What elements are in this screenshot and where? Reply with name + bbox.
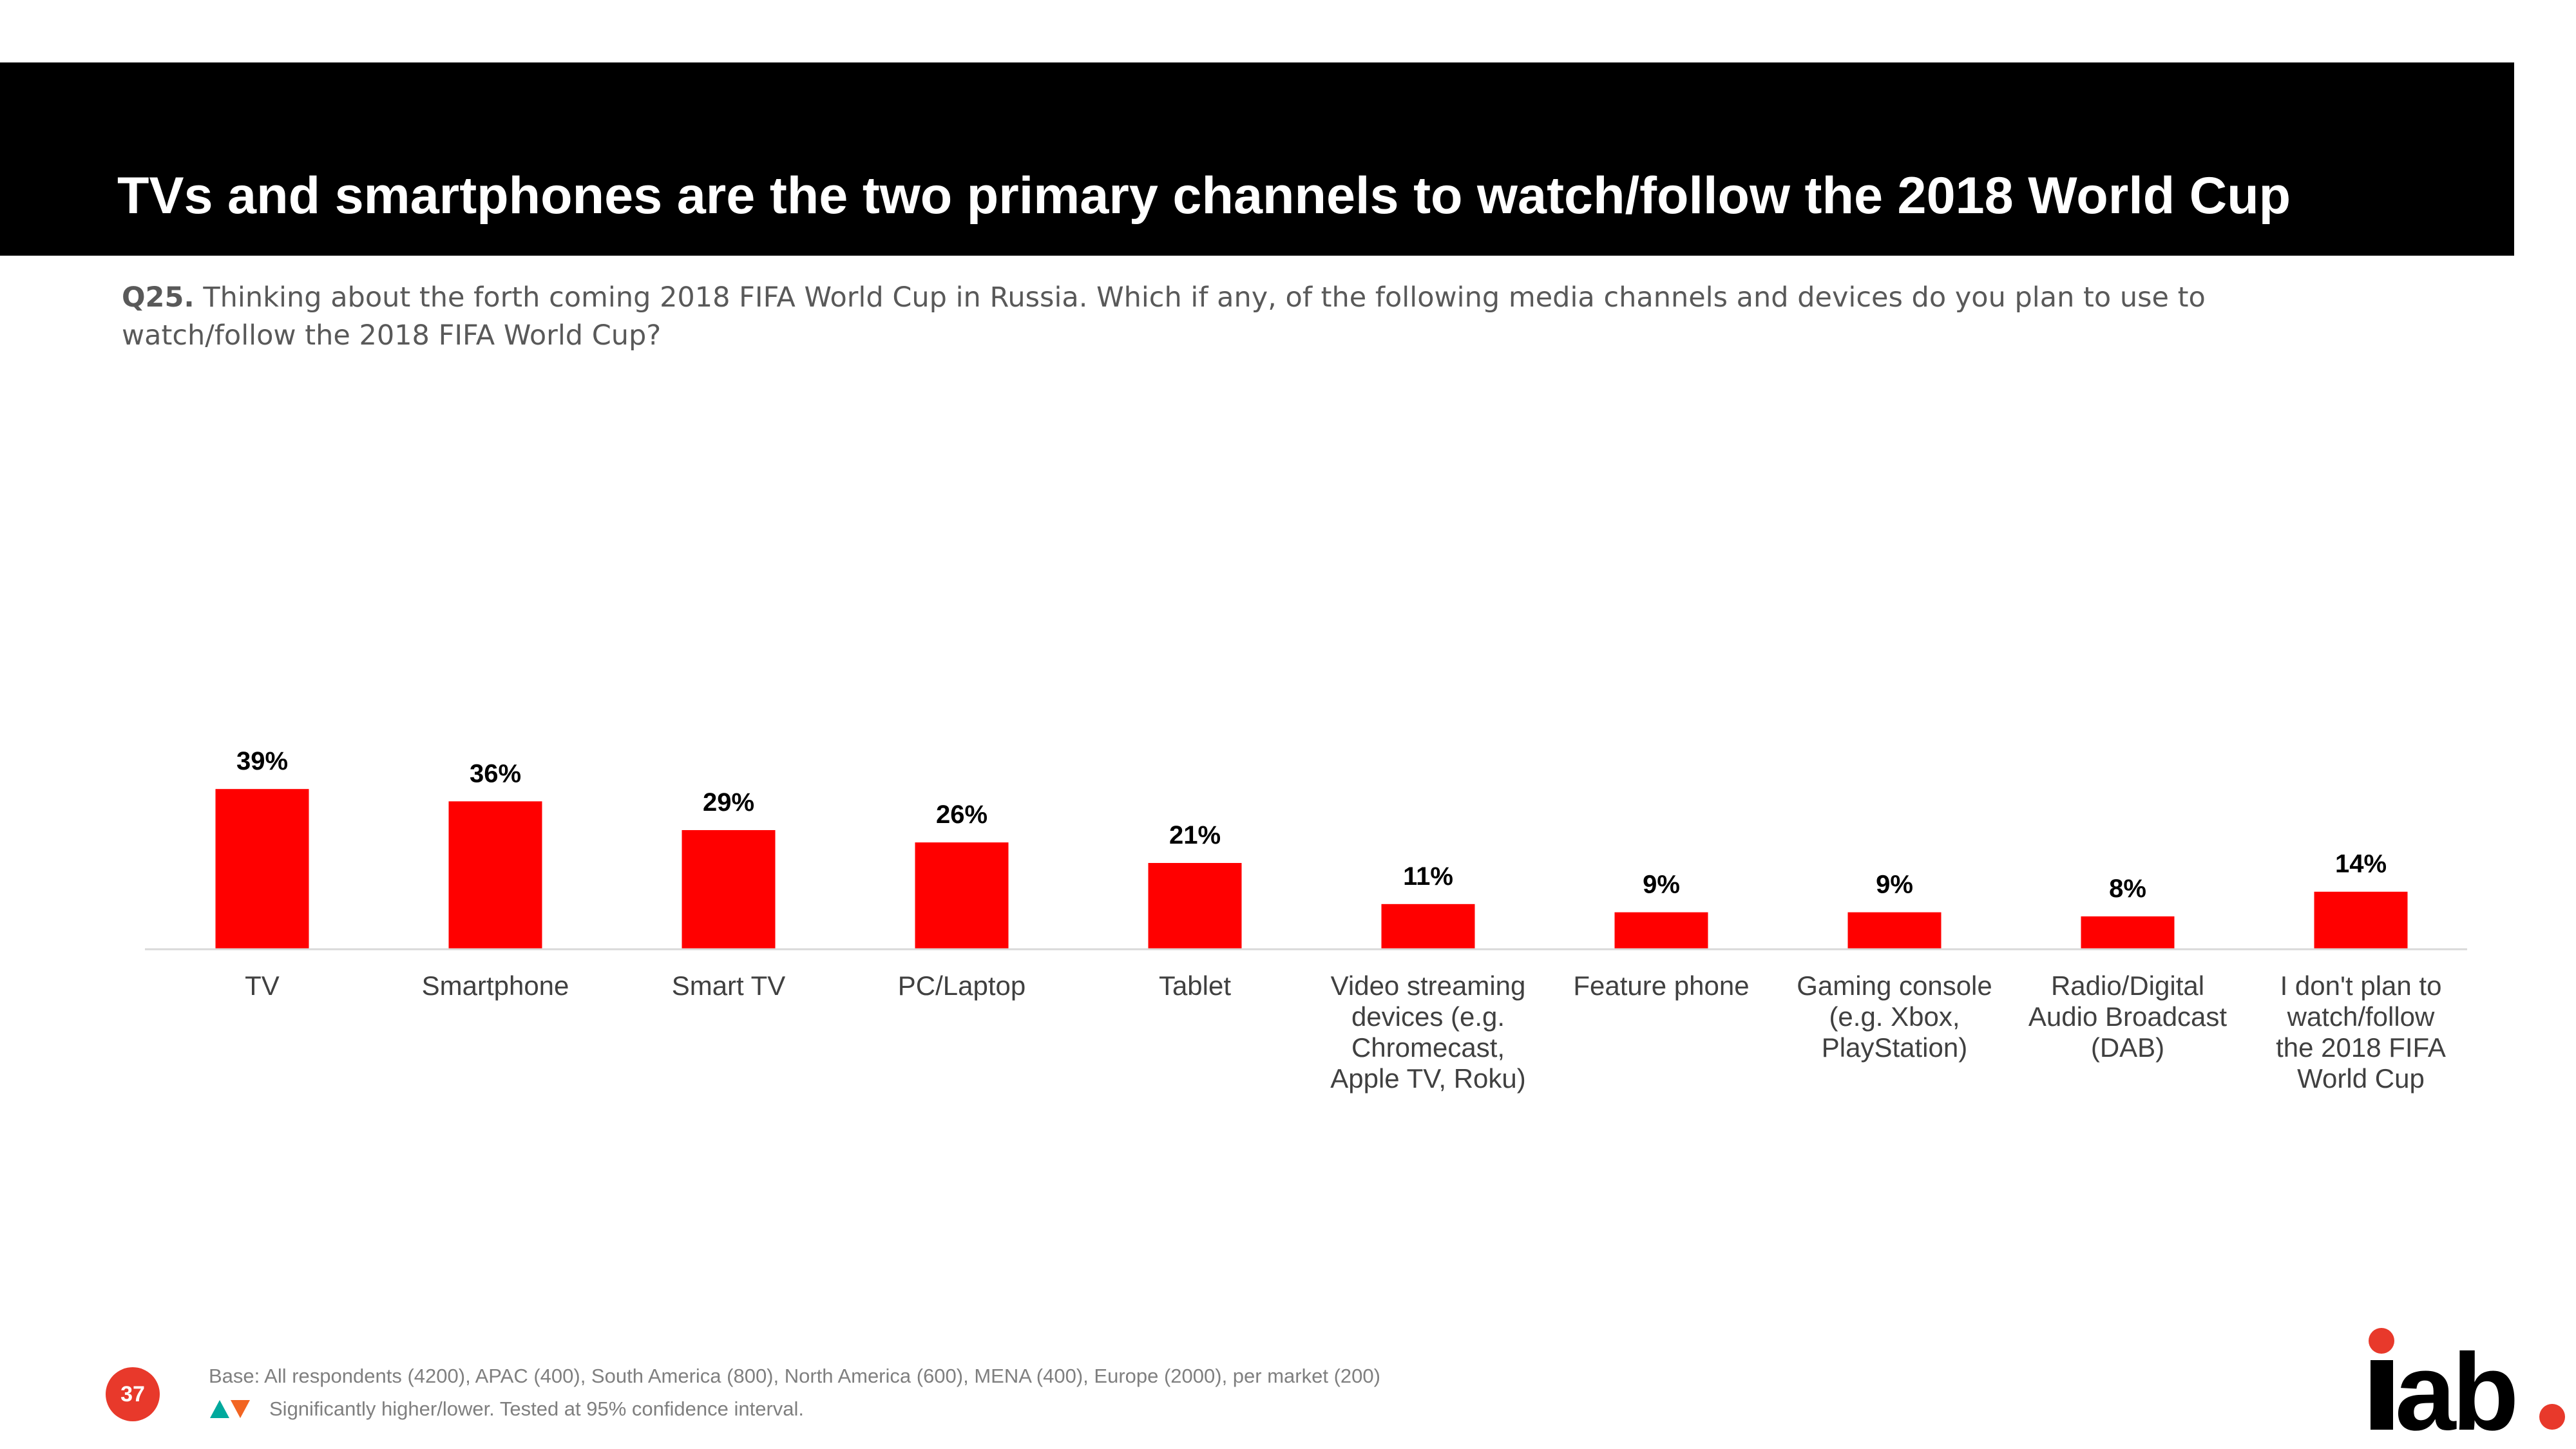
- category-label: Smartphone: [422, 971, 569, 1001]
- iab-logo: ab: [2369, 1328, 2565, 1436]
- category-labels: TV Smartphone Smart TV PC/Laptop Tablet Video…: [245, 971, 2446, 1094]
- value-labels: 39% 36% 29% 26% 21% 11% 9% 9% 8% 14%: [236, 747, 2387, 903]
- value-label: 14%: [2335, 850, 2387, 878]
- survey-question: Q25. Thinking about the forth coming 201…: [122, 279, 2312, 355]
- bar: [1847, 912, 1942, 949]
- category-label: I don't plan to watch/follow the 2018 FIFA…: [2276, 971, 2446, 1094]
- logo-i-stem: [2371, 1360, 2393, 1430]
- bar: [215, 789, 309, 949]
- bar: [915, 842, 1009, 949]
- category-label: Smart TV: [672, 971, 786, 1001]
- category-label: Radio/Digital Audio Broadcast (DAB): [2028, 971, 2228, 1063]
- category-label: Tablet: [1159, 971, 1231, 1001]
- page-number-badge: 37: [106, 1367, 160, 1421]
- value-label: 9%: [1876, 871, 1913, 899]
- category-label: TV: [245, 971, 280, 1001]
- significance-note: Significantly higher/lower. Tested at 95…: [269, 1397, 805, 1420]
- category-label: Gaming console (e.g. Xbox, PlayStation): [1797, 971, 1992, 1063]
- category-label: PC/Laptop: [898, 971, 1026, 1001]
- logo-dot-icon: [2369, 1328, 2394, 1354]
- question-text: Thinking about the forth coming 2018 FIF…: [122, 281, 2206, 352]
- logo-period-icon: [2539, 1404, 2565, 1430]
- base-note: Base: All respondents (4200), APAC (400)…: [209, 1365, 1380, 1387]
- title-bar: [0, 62, 2514, 256]
- bar: [2081, 916, 2175, 949]
- bar: [682, 829, 776, 949]
- bar: [1614, 912, 1708, 949]
- category-label: Feature phone: [1573, 971, 1749, 1001]
- up-arrow-icon: [210, 1399, 229, 1418]
- value-label: 8%: [2109, 875, 2146, 903]
- value-label: 39%: [236, 747, 288, 775]
- footnote: Base: All respondents (4200), APAC (400)…: [209, 1359, 1380, 1425]
- significance-line: Significantly higher/lower. Tested at 95…: [209, 1392, 1380, 1425]
- value-label: 9%: [1643, 871, 1680, 899]
- value-label: 29%: [703, 788, 754, 817]
- significance-arrows: [210, 1399, 250, 1418]
- bar-chart: 39% 36% 29% 26% 21% 11% 9% 9% 8% 14% TV Smartphone…: [145, 747, 2467, 1094]
- bar: [1381, 904, 1475, 949]
- value-label: 21%: [1169, 821, 1221, 849]
- value-label: 26%: [936, 800, 987, 829]
- value-label: 11%: [1403, 862, 1453, 891]
- slide-title: TVs and smartphones are the two primary …: [117, 167, 2291, 225]
- down-arrow-icon: [231, 1399, 250, 1418]
- logo-letters: ab: [2395, 1331, 2515, 1436]
- bar: [448, 801, 542, 949]
- bar: [2314, 891, 2408, 949]
- question-label: Q25.: [122, 281, 195, 314]
- bar: [1148, 863, 1242, 949]
- bars: [215, 789, 2408, 949]
- value-label: 36%: [470, 759, 521, 788]
- category-label: Video streaming devices (e.g. Chromecast, A…: [1330, 971, 1526, 1094]
